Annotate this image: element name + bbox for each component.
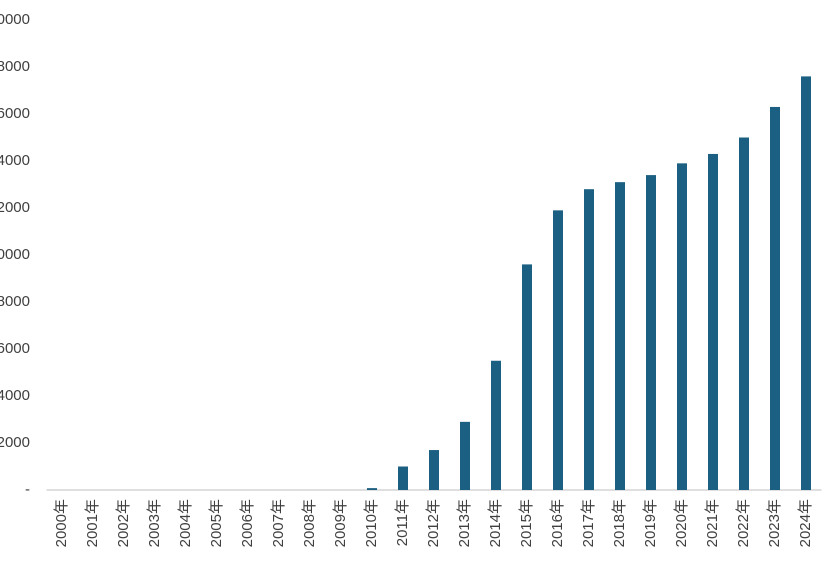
x-tick-label: 2014年 [487, 499, 504, 547]
bar [708, 153, 718, 490]
y-tick-label: 2000 [0, 434, 30, 451]
x-tick-label: 2006年 [239, 499, 256, 547]
y-tick-label: - [25, 481, 30, 498]
y-tick-label: 18000 [0, 58, 30, 75]
bar [739, 137, 749, 490]
bar [429, 450, 439, 490]
x-tick-label: 2005年 [208, 499, 225, 547]
bar [460, 421, 470, 490]
bar [584, 189, 594, 490]
x-tick-label: 2024年 [797, 499, 814, 547]
y-tick-label: 6000 [0, 340, 30, 357]
bar [398, 466, 408, 490]
bar [491, 360, 501, 490]
x-tick-label: 2007年 [270, 499, 287, 547]
bar [770, 106, 780, 490]
bar [615, 182, 625, 490]
x-tick-label: 2001年 [84, 499, 101, 547]
x-tick-label: 2000年 [53, 499, 70, 547]
x-tick-label: 2018年 [611, 499, 628, 547]
x-tick-label: 2002年 [115, 499, 132, 547]
x-tick-label: 2004年 [177, 499, 194, 547]
bar [522, 264, 532, 490]
x-tick-label: 2010年 [363, 499, 380, 547]
bar [677, 163, 687, 490]
x-tick-label: 2012年 [425, 499, 442, 547]
x-tick-label: 2015年 [518, 499, 535, 547]
x-tick-label: 2017年 [580, 499, 597, 547]
y-tick-label: 8000 [0, 293, 30, 310]
y-tick-label: 16000 [0, 105, 30, 122]
x-tick-label: 2003年 [146, 499, 163, 547]
bar [553, 210, 563, 490]
x-tick-label: 2023年 [766, 499, 783, 547]
y-tick-label: 14000 [0, 152, 30, 169]
x-tick-label: 2019年 [642, 499, 659, 547]
y-tick-label: 12000 [0, 199, 30, 216]
bar [367, 488, 377, 490]
y-tick-label: 20000 [0, 11, 30, 28]
x-tick-label: 2008年 [301, 499, 318, 547]
x-tick-label: 2021年 [704, 499, 721, 547]
y-tick-label: 10000 [0, 246, 30, 263]
y-tick-label: 4000 [0, 387, 30, 404]
x-tick-label: 2016年 [549, 499, 566, 547]
x-tick-label: 2013年 [456, 499, 473, 547]
x-tick-label: 2020年 [673, 499, 690, 547]
x-tick-label: 2022年 [735, 499, 752, 547]
bar [646, 175, 656, 490]
x-tick-label: 2011年 [394, 499, 411, 546]
x-tick-label: 2009年 [332, 499, 349, 547]
bar [801, 76, 811, 491]
